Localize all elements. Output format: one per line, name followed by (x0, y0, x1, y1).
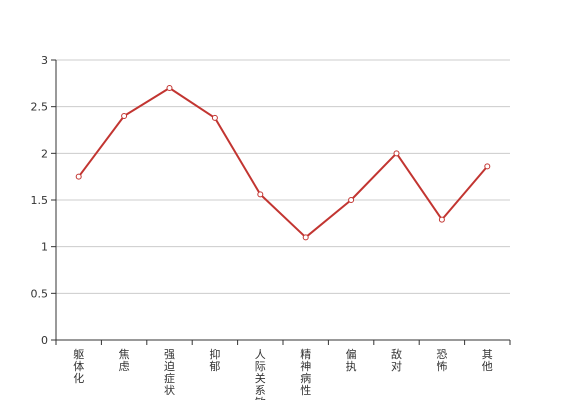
y-tick-label: 2 (41, 147, 48, 160)
y-tick-label: 1.5 (31, 194, 49, 207)
series (75, 85, 491, 241)
data-point-5[interactable] (302, 234, 309, 241)
x-tick-labels: 躯体化 焦虑 强迫症状 抑郁 人际关系敏感 精神病性 偏执 敌对 恐怖 其他 (73, 347, 493, 404)
data-point-8[interactable] (438, 216, 445, 223)
data-point-3[interactable] (211, 114, 218, 121)
x-tick-label: 躯体化 (73, 348, 84, 385)
y-tick-label: 1 (41, 241, 48, 254)
y-tick-label: 0 (41, 334, 48, 347)
data-point-6[interactable] (348, 197, 355, 203)
x-tick-label: 其他 (482, 348, 493, 373)
data-point-7[interactable] (393, 150, 400, 157)
data-point-0[interactable] (75, 173, 82, 180)
x-tick-label: 敌对 (391, 347, 402, 373)
y-tick-label: 0.5 (31, 287, 49, 300)
y-tick-label: 2.5 (31, 101, 49, 114)
x-tick-label: 焦虑 (119, 348, 130, 373)
x-tick-label: 偏执 (346, 347, 357, 373)
series-line (77, 87, 489, 239)
data-point-9[interactable] (484, 163, 491, 170)
axes (55, 60, 511, 345)
gridlines (56, 59, 510, 294)
x-tick-label: 强迫症状 (164, 348, 175, 397)
x-tick-label: 人际关系敏感 (255, 348, 266, 400)
data-point-4[interactable] (257, 191, 264, 198)
y-tick-labels: 0 0.5 1 1.5 2 2.5 3 (31, 54, 56, 347)
x-tick-label: 抑郁 (209, 347, 220, 373)
x-tick-label: 精神病性 (300, 348, 311, 397)
y-tick-label: 3 (41, 54, 48, 67)
x-tick-label: 恐怖 (436, 348, 447, 373)
data-point-2[interactable] (166, 85, 173, 91)
data-point-1[interactable] (121, 113, 128, 119)
